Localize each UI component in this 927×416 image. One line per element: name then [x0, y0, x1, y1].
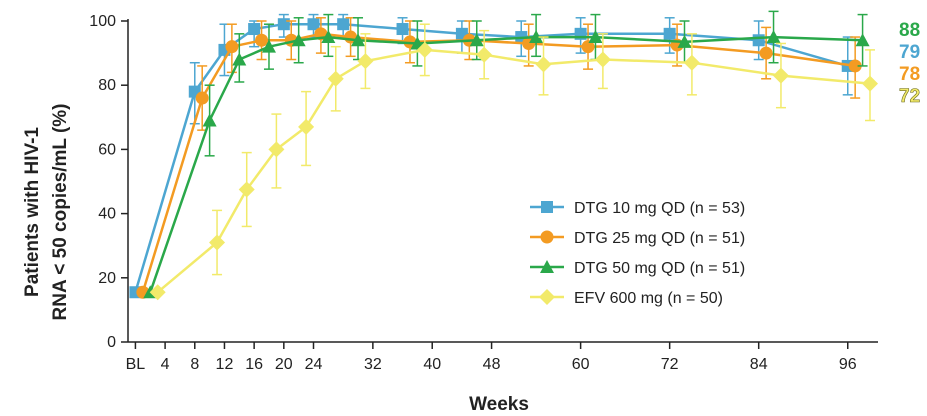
data-point [663, 27, 676, 40]
x-tick-label: 96 [839, 356, 857, 373]
data-point [255, 33, 269, 47]
data-point [238, 181, 255, 198]
x-tick-label: 24 [305, 356, 323, 373]
data-point [752, 34, 765, 47]
data-point [772, 67, 789, 84]
y-tick-label: 60 [98, 141, 116, 158]
data-point [396, 23, 409, 36]
data-point [416, 41, 433, 58]
data-point [337, 18, 350, 31]
legend-item-4: EFV 600 mg (n = 50) [530, 289, 723, 307]
x-tick-label: 16 [245, 356, 263, 373]
x-tick-label: 8 [190, 356, 199, 373]
x-tick-label: 60 [572, 356, 590, 373]
y-tick-label: 40 [98, 206, 116, 223]
data-point [298, 118, 315, 135]
data-point [277, 18, 290, 31]
legend-swatch-marker [541, 201, 553, 213]
x-tick-label: 84 [750, 356, 768, 373]
data-point [529, 30, 544, 44]
data-point [321, 30, 336, 44]
y-tick-label: 100 [89, 13, 116, 30]
series-layer [129, 10, 878, 301]
series-2 [136, 17, 862, 299]
data-point [581, 40, 595, 54]
legend-label: DTG 50 mg QD (n = 51) [574, 260, 745, 277]
data-point [351, 33, 366, 47]
end-label: 72 [899, 86, 920, 107]
data-point [268, 141, 285, 158]
x-tick-label: 32 [364, 356, 382, 373]
x-tick-label: 40 [423, 356, 441, 373]
data-point [683, 54, 700, 71]
data-point [202, 113, 217, 127]
legend: DTG 10 mg QD (n = 53) DTG 25 mg QD (n = 5… [530, 200, 745, 307]
y-tick-label: 80 [98, 77, 116, 94]
legend-label: EFV 600 mg (n = 50) [574, 290, 723, 307]
y-axis-title-line-1: Patients with HIV-1 [22, 127, 43, 297]
legend-label: DTG 10 mg QD (n = 53) [574, 200, 745, 217]
series-4 [149, 23, 878, 301]
series-line [141, 32, 856, 293]
data-point [476, 46, 493, 63]
data-point [588, 30, 603, 44]
data-point [357, 53, 374, 70]
x-tick-label: 12 [216, 356, 234, 373]
series-line [149, 35, 863, 293]
data-point [225, 40, 239, 54]
data-point [594, 51, 611, 68]
end-label: 79 [899, 42, 920, 63]
legend-item-2: DTG 25 mg QD (n = 51) [530, 230, 745, 247]
legend-item-1: DTG 10 mg QD (n = 53) [530, 200, 745, 217]
data-point [535, 56, 552, 73]
series-3 [143, 10, 870, 299]
legend-label: DTG 25 mg QD (n = 51) [574, 230, 745, 247]
x-tick-label: BL [126, 356, 146, 373]
x-tick-label: 20 [275, 356, 293, 373]
y-axis-title: Patients with HIV-1 RNA < 50 copies/mL (… [22, 104, 71, 321]
series-line [156, 48, 871, 294]
data-point [855, 33, 870, 47]
y-axis-title-line-2: RNA < 50 copies/mL (%) [50, 104, 71, 321]
data-point [149, 284, 166, 301]
data-point [195, 91, 209, 105]
x-axis-title: Weeks [469, 394, 529, 415]
x-tick-label: 72 [661, 356, 679, 373]
data-point [232, 52, 247, 66]
end-label: 88 [899, 20, 920, 41]
data-point [677, 34, 692, 48]
legend-item-3: DTG 50 mg QD (n = 51) [530, 260, 745, 277]
data-point [759, 46, 773, 60]
data-point [469, 33, 484, 47]
end-label: 78 [899, 64, 920, 85]
legend-swatch-marker [540, 260, 554, 273]
data-point [291, 33, 306, 47]
data-point [766, 30, 781, 44]
legend-swatch-marker [539, 289, 555, 305]
x-tick-label: 4 [161, 356, 170, 373]
data-point [848, 59, 862, 73]
data-point [327, 70, 344, 87]
y-tick-label: 20 [98, 270, 116, 287]
data-point [209, 234, 226, 251]
data-point [248, 23, 261, 36]
data-point [307, 18, 320, 31]
y-tick-label: 0 [107, 334, 116, 351]
data-point [862, 75, 878, 92]
legend-swatch-marker [540, 230, 554, 244]
x-tick-label: 48 [483, 356, 501, 373]
data-point [261, 39, 276, 53]
